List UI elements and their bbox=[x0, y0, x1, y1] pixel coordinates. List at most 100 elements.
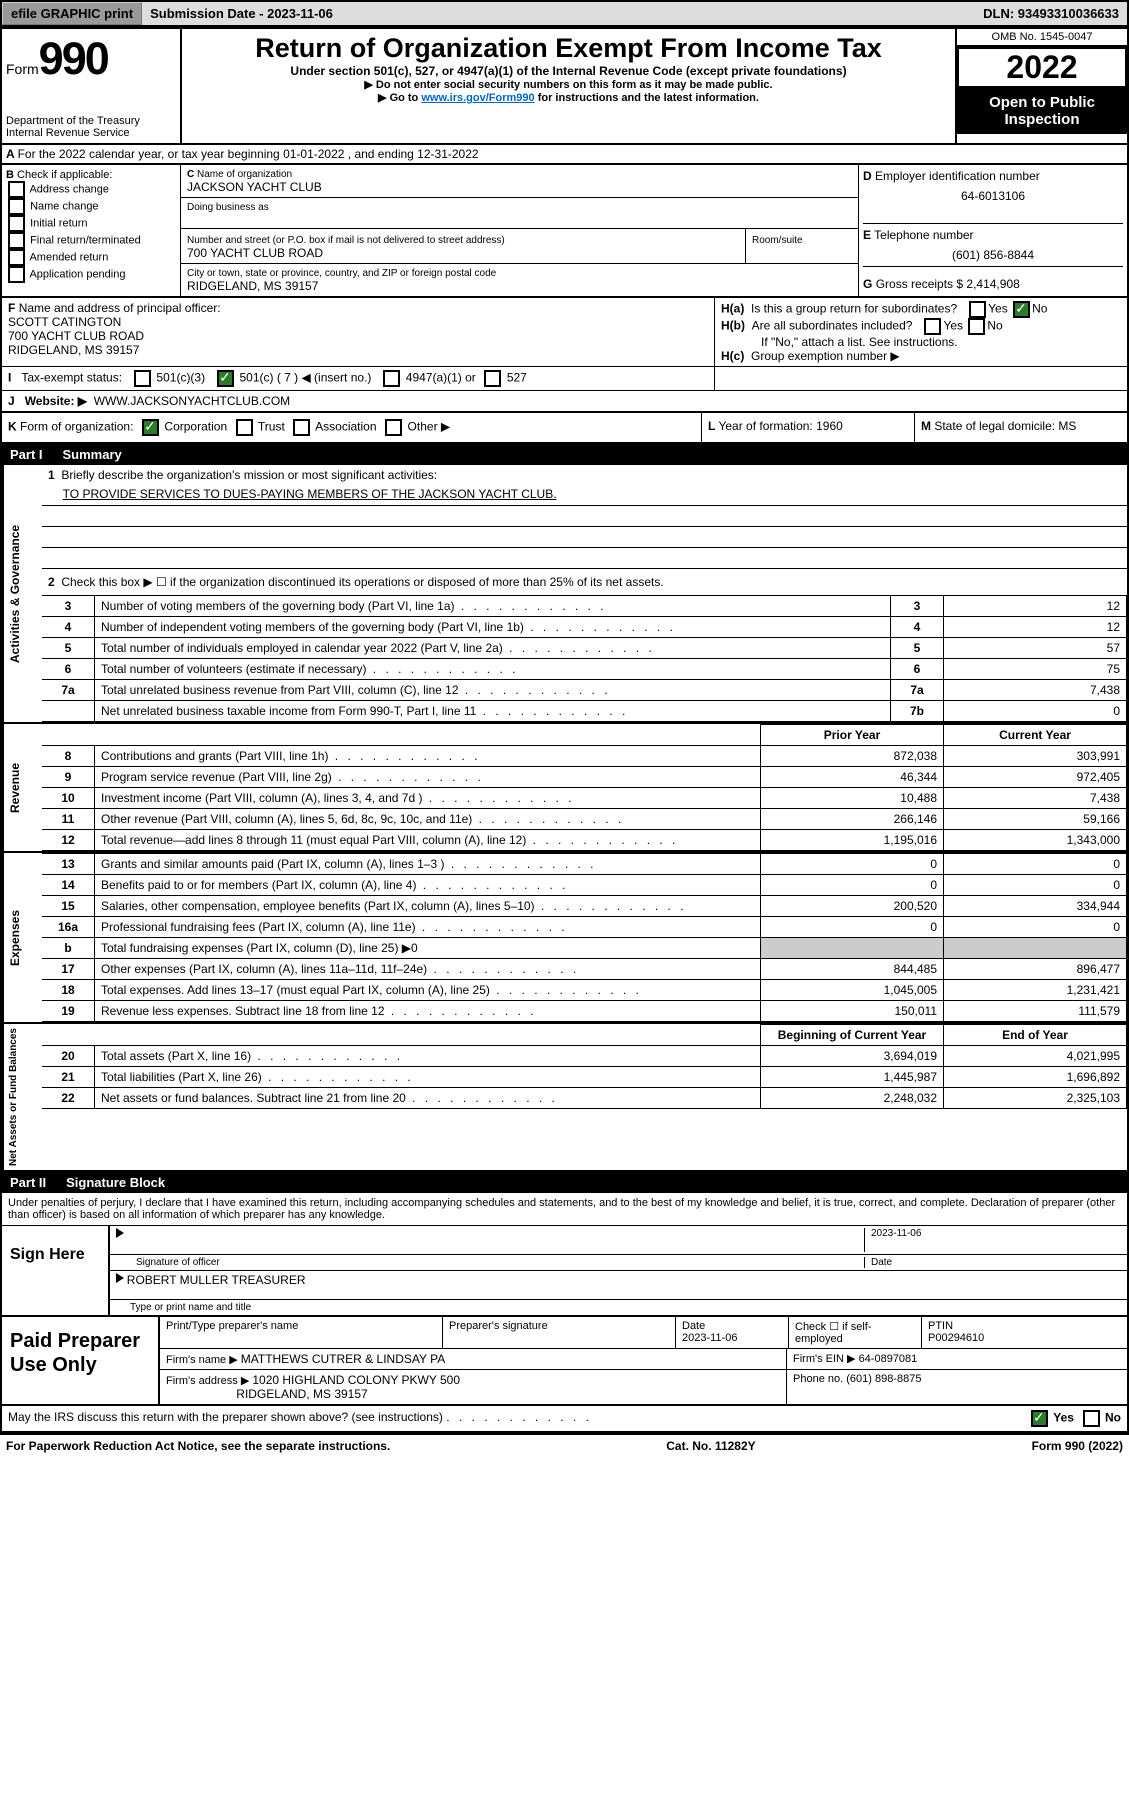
summary-governance: Activities & Governance 1 Briefly descri… bbox=[2, 465, 1127, 724]
tax-status-label: Tax-exempt status: bbox=[21, 371, 122, 385]
checkbox-pending[interactable] bbox=[8, 266, 25, 283]
note-ssn: ▶ Do not enter social security numbers o… bbox=[186, 78, 951, 91]
efile-button[interactable]: efile GRAPHIC print bbox=[2, 2, 142, 25]
501c3-checkbox[interactable] bbox=[134, 370, 151, 387]
4947-checkbox[interactable] bbox=[383, 370, 400, 387]
irs-link[interactable]: www.irs.gov/Form990 bbox=[421, 92, 534, 104]
note-goto-post: for instructions and the latest informat… bbox=[535, 92, 759, 104]
part2-title: Signature Block bbox=[66, 1175, 165, 1190]
501c-label: 501(c) ( 7 ) ◀ (insert no.) bbox=[239, 371, 371, 385]
form-number: 990 bbox=[39, 33, 108, 84]
form-org-label: Form of organization: bbox=[20, 420, 133, 434]
street-address: 700 YACHT CLUB ROAD bbox=[187, 246, 323, 260]
ptin-value: P00294610 bbox=[928, 1332, 984, 1344]
section-klm: K Form of organization: Corporation Trus… bbox=[2, 413, 1127, 444]
checkbox-name-change[interactable] bbox=[8, 198, 25, 215]
irs-label: Internal Revenue Service bbox=[6, 127, 176, 139]
ha-yes-checkbox[interactable] bbox=[969, 301, 986, 318]
501c-checkbox[interactable] bbox=[217, 370, 234, 387]
begin-year-header: Beginning of Current Year bbox=[778, 1028, 926, 1042]
form-label: Form bbox=[6, 61, 39, 77]
discuss-yes-checkbox[interactable] bbox=[1031, 1410, 1048, 1427]
city-label: City or town, state or province, country… bbox=[187, 268, 496, 279]
summary-revenue: Revenue Prior YearCurrent Year 8Contribu… bbox=[2, 724, 1127, 853]
part1-num: Part I bbox=[10, 447, 43, 462]
section-i: I Tax-exempt status: 501(c)(3) 501(c) ( … bbox=[2, 367, 1127, 391]
trust-checkbox[interactable] bbox=[236, 419, 253, 436]
discuss-no-checkbox[interactable] bbox=[1083, 1410, 1100, 1427]
officer-addr1: 700 YACHT CLUB ROAD bbox=[8, 329, 144, 343]
submission-date: Submission Date - 2023-11-06 bbox=[142, 3, 341, 24]
firm-addr2: RIDGELAND, MS 39157 bbox=[236, 1387, 367, 1401]
phone-label: Telephone number bbox=[874, 228, 973, 242]
summary-table-gov: 3Number of voting members of the governi… bbox=[42, 595, 1127, 722]
topbar: efile GRAPHIC print Submission Date - 20… bbox=[0, 0, 1129, 27]
year-formation-value: 1960 bbox=[816, 419, 843, 433]
dln: DLN: 93493310036633 bbox=[975, 3, 1127, 24]
section-a: A For the 2022 calendar year, or tax yea… bbox=[2, 145, 1127, 165]
arrow-icon-2 bbox=[116, 1273, 124, 1283]
527-label: 527 bbox=[507, 371, 527, 385]
end-year-header: End of Year bbox=[1002, 1028, 1068, 1042]
officer-name: SCOTT CATINGTON bbox=[8, 315, 121, 329]
section-f: F Name and address of principal officer:… bbox=[2, 298, 1127, 367]
discuss-yes: Yes bbox=[1053, 1411, 1074, 1425]
form-container: Form990 Department of the Treasury Inter… bbox=[0, 27, 1129, 1435]
firm-addr-label: Firm's address ▶ bbox=[166, 1375, 249, 1387]
hc-label: Group exemption number ▶ bbox=[751, 349, 900, 363]
other-label: Other ▶ bbox=[408, 420, 451, 434]
city-state-zip: RIDGELAND, MS 39157 bbox=[187, 279, 318, 293]
trust-label: Trust bbox=[258, 420, 285, 434]
check-applicable-label: Check if applicable: bbox=[17, 169, 112, 181]
firm-phone-label: Phone no. bbox=[793, 1373, 843, 1385]
527-checkbox[interactable] bbox=[484, 370, 501, 387]
part1-header: Part I Summary bbox=[2, 444, 1127, 465]
corp-checkbox[interactable] bbox=[142, 419, 159, 436]
addr-label: Number and street (or P.O. box if mail i… bbox=[187, 235, 505, 246]
prep-date-value: 2023-11-06 bbox=[682, 1332, 737, 1344]
assoc-checkbox[interactable] bbox=[293, 419, 310, 436]
discuss-row: May the IRS discuss this return with the… bbox=[2, 1406, 1127, 1433]
self-employed-label: Check ☐ if self-employed bbox=[795, 1321, 872, 1345]
website-value: WWW.JACKSONYACHTCLUB.COM bbox=[94, 394, 290, 408]
domicile-value: MS bbox=[1058, 419, 1076, 433]
sign-here-block: Sign Here 2023-11-06 Signature of office… bbox=[2, 1226, 1127, 1317]
section-bcd: B Check if applicable: Address change Na… bbox=[2, 165, 1127, 298]
hb-no: No bbox=[987, 319, 1002, 333]
sig-officer-label: Signature of officer bbox=[116, 1257, 864, 1268]
checkbox-address-change[interactable] bbox=[8, 181, 25, 198]
room-label: Room/suite bbox=[752, 235, 803, 246]
domicile-label: State of legal domicile: bbox=[934, 419, 1055, 433]
final-return-label: Final return/terminated bbox=[30, 234, 141, 246]
calendar-year-text: For the 2022 calendar year, or tax year … bbox=[18, 147, 479, 161]
ha-no-checkbox[interactable] bbox=[1013, 301, 1030, 318]
sign-here-label: Sign Here bbox=[2, 1226, 108, 1315]
checkbox-final-return[interactable] bbox=[8, 232, 25, 249]
ha-yes: Yes bbox=[988, 302, 1008, 316]
corp-label: Corporation bbox=[164, 420, 227, 434]
line2-text: Check this box ▶ ☐ if the organization d… bbox=[61, 575, 663, 589]
summary-table-exp: 13Grants and similar amounts paid (Part … bbox=[42, 853, 1127, 1022]
4947-label: 4947(a)(1) or bbox=[406, 371, 476, 385]
firm-name: MATTHEWS CUTRER & LINDSAY PA bbox=[241, 1352, 445, 1366]
form-title: Return of Organization Exempt From Incom… bbox=[186, 33, 951, 64]
mission-text: TO PROVIDE SERVICES TO DUES-PAYING MEMBE… bbox=[63, 487, 557, 501]
amended-label: Amended return bbox=[29, 251, 108, 263]
paid-preparer-label: Paid Preparer Use Only bbox=[2, 1317, 158, 1404]
other-checkbox[interactable] bbox=[385, 419, 402, 436]
hb-yes: Yes bbox=[943, 319, 963, 333]
declaration-text: Under penalties of perjury, I declare th… bbox=[2, 1193, 1127, 1226]
gross-receipts-value: 2,414,908 bbox=[966, 277, 1019, 291]
discuss-label: May the IRS discuss this return with the… bbox=[8, 1410, 443, 1424]
arrow-icon bbox=[116, 1228, 124, 1238]
dept-treasury: Department of the Treasury bbox=[6, 115, 176, 127]
checkbox-amended[interactable] bbox=[8, 249, 25, 266]
footer-right: Form 990 (2022) bbox=[1032, 1439, 1123, 1453]
hb-no-checkbox[interactable] bbox=[968, 318, 985, 335]
footer-mid: Cat. No. 11282Y bbox=[666, 1439, 755, 1453]
firm-ein-label: Firm's EIN ▶ bbox=[793, 1353, 856, 1365]
type-name-label: Type or print name and title bbox=[110, 1300, 1127, 1315]
prior-year-header: Prior Year bbox=[824, 728, 880, 742]
checkbox-initial-return[interactable] bbox=[8, 215, 25, 232]
hb-yes-checkbox[interactable] bbox=[924, 318, 941, 335]
